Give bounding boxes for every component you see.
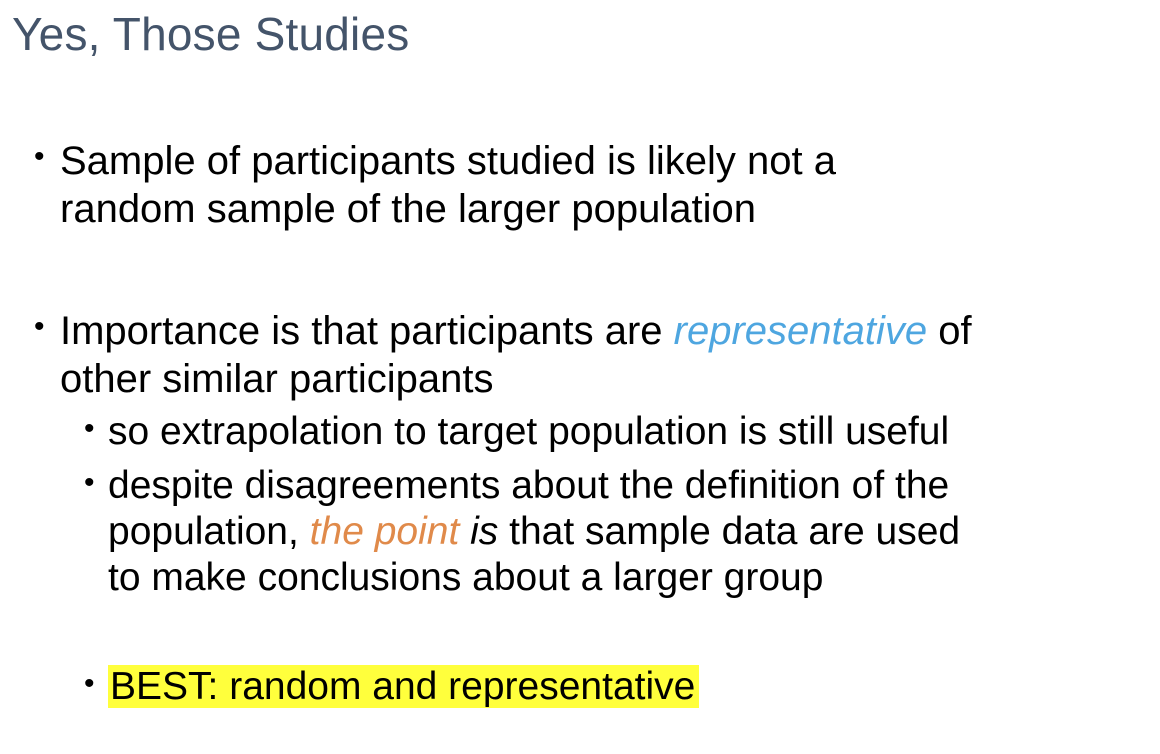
- the-point-emphasis: the point: [309, 510, 460, 553]
- subbullet-extrapolation: • so extrapolation to target population …: [84, 409, 950, 455]
- bullet-text-line-2: random sample of the larger population: [60, 187, 756, 231]
- subbullet-text-line-2: population, the point is that sample dat…: [108, 509, 960, 555]
- subbullet-definition-disagreements: • despite disagreements about the defini…: [84, 463, 960, 601]
- bullet-dot: •: [34, 310, 45, 343]
- subbullet-best-line: BEST: random and representative: [108, 664, 700, 710]
- subbullet-prefix-text: population,: [108, 510, 310, 553]
- subbullet-text: so extrapolation to target population is…: [108, 410, 950, 453]
- bullet-dot: •: [34, 140, 45, 173]
- bullet-prefix-text: Importance is that participants are: [60, 309, 674, 353]
- is-emphasis: is: [470, 510, 499, 553]
- bullet-dot: •: [84, 667, 95, 700]
- bullet-suffix-text: of: [927, 309, 972, 353]
- representative-emphasis: representative: [673, 309, 928, 353]
- subbullet-text-line-1: despite disagreements about the definiti…: [108, 464, 950, 507]
- bullet-sample-not-random: • Sample of participants studied is like…: [34, 137, 836, 233]
- bullet-dot: •: [84, 412, 95, 445]
- subbullet-suffix-text: that sample data are used: [498, 510, 961, 553]
- slide-title: Yes, Those Studies: [12, 8, 410, 60]
- bullet-text-line-1: Sample of participants studied is likely…: [60, 139, 836, 183]
- bullet-representative: • Importance is that participants are re…: [34, 307, 972, 403]
- bullet-text-line-2: other similar participants: [60, 357, 494, 401]
- best-highlight: BEST: random and representative: [108, 665, 700, 708]
- subbullet-best: • BEST: random and representative: [84, 664, 700, 710]
- subbullet-text-line-3: to make conclusions about a larger group: [108, 556, 824, 599]
- bullet-text-line-1: Importance is that participants are repr…: [60, 307, 972, 355]
- bullet-dot: •: [84, 466, 95, 499]
